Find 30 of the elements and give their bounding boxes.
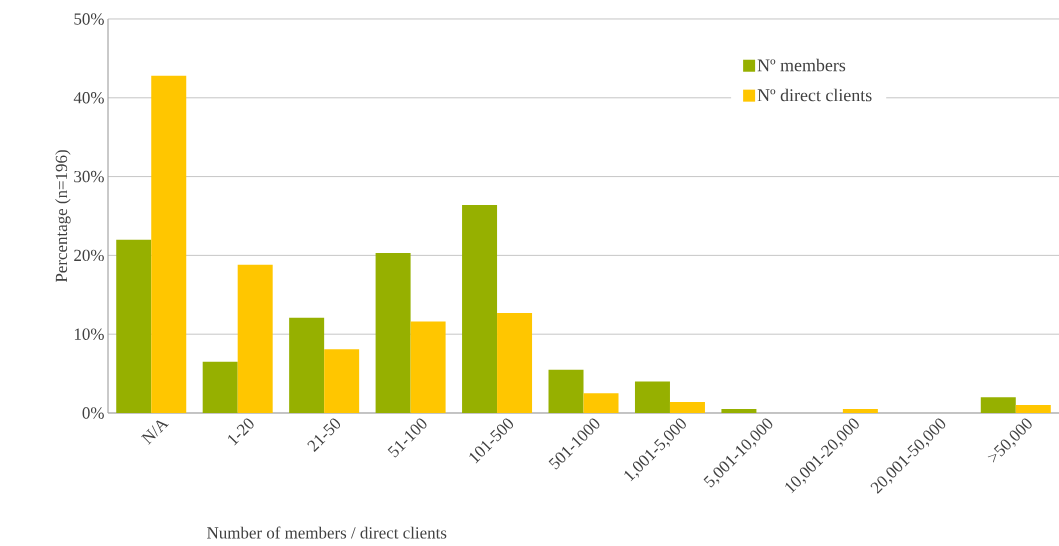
bar [583,393,619,413]
bar [237,264,273,413]
bar [1015,405,1051,413]
y-tick-label: 10% [74,328,104,340]
x-tick-label: N/A [140,420,169,445]
bar [980,397,1016,413]
bar [289,317,325,413]
legend-label: Nº direct clients [757,88,872,102]
bar [669,401,705,413]
bar [721,409,757,413]
y-axis-title: Percentage (n=196) [55,150,71,283]
bar [375,253,411,413]
x-axis-title: Number of members / direct clients [207,526,447,539]
bar [410,321,446,413]
y-tick-label: 20% [74,249,104,262]
bar [842,409,878,413]
y-tick-label: 0% [82,407,104,419]
bar [151,75,187,413]
y-tick-label: 40% [73,92,104,104]
bar [202,361,238,413]
bar [462,204,498,413]
bar [497,312,533,413]
bar [324,349,360,413]
bar [634,381,670,413]
y-tick-label: 50% [74,13,104,25]
y-tick-label: 30% [74,170,104,183]
bar [548,369,584,413]
bar [116,239,152,413]
x-tick-label: 1-20 [228,418,254,446]
legend-label: Nº members [757,58,846,72]
